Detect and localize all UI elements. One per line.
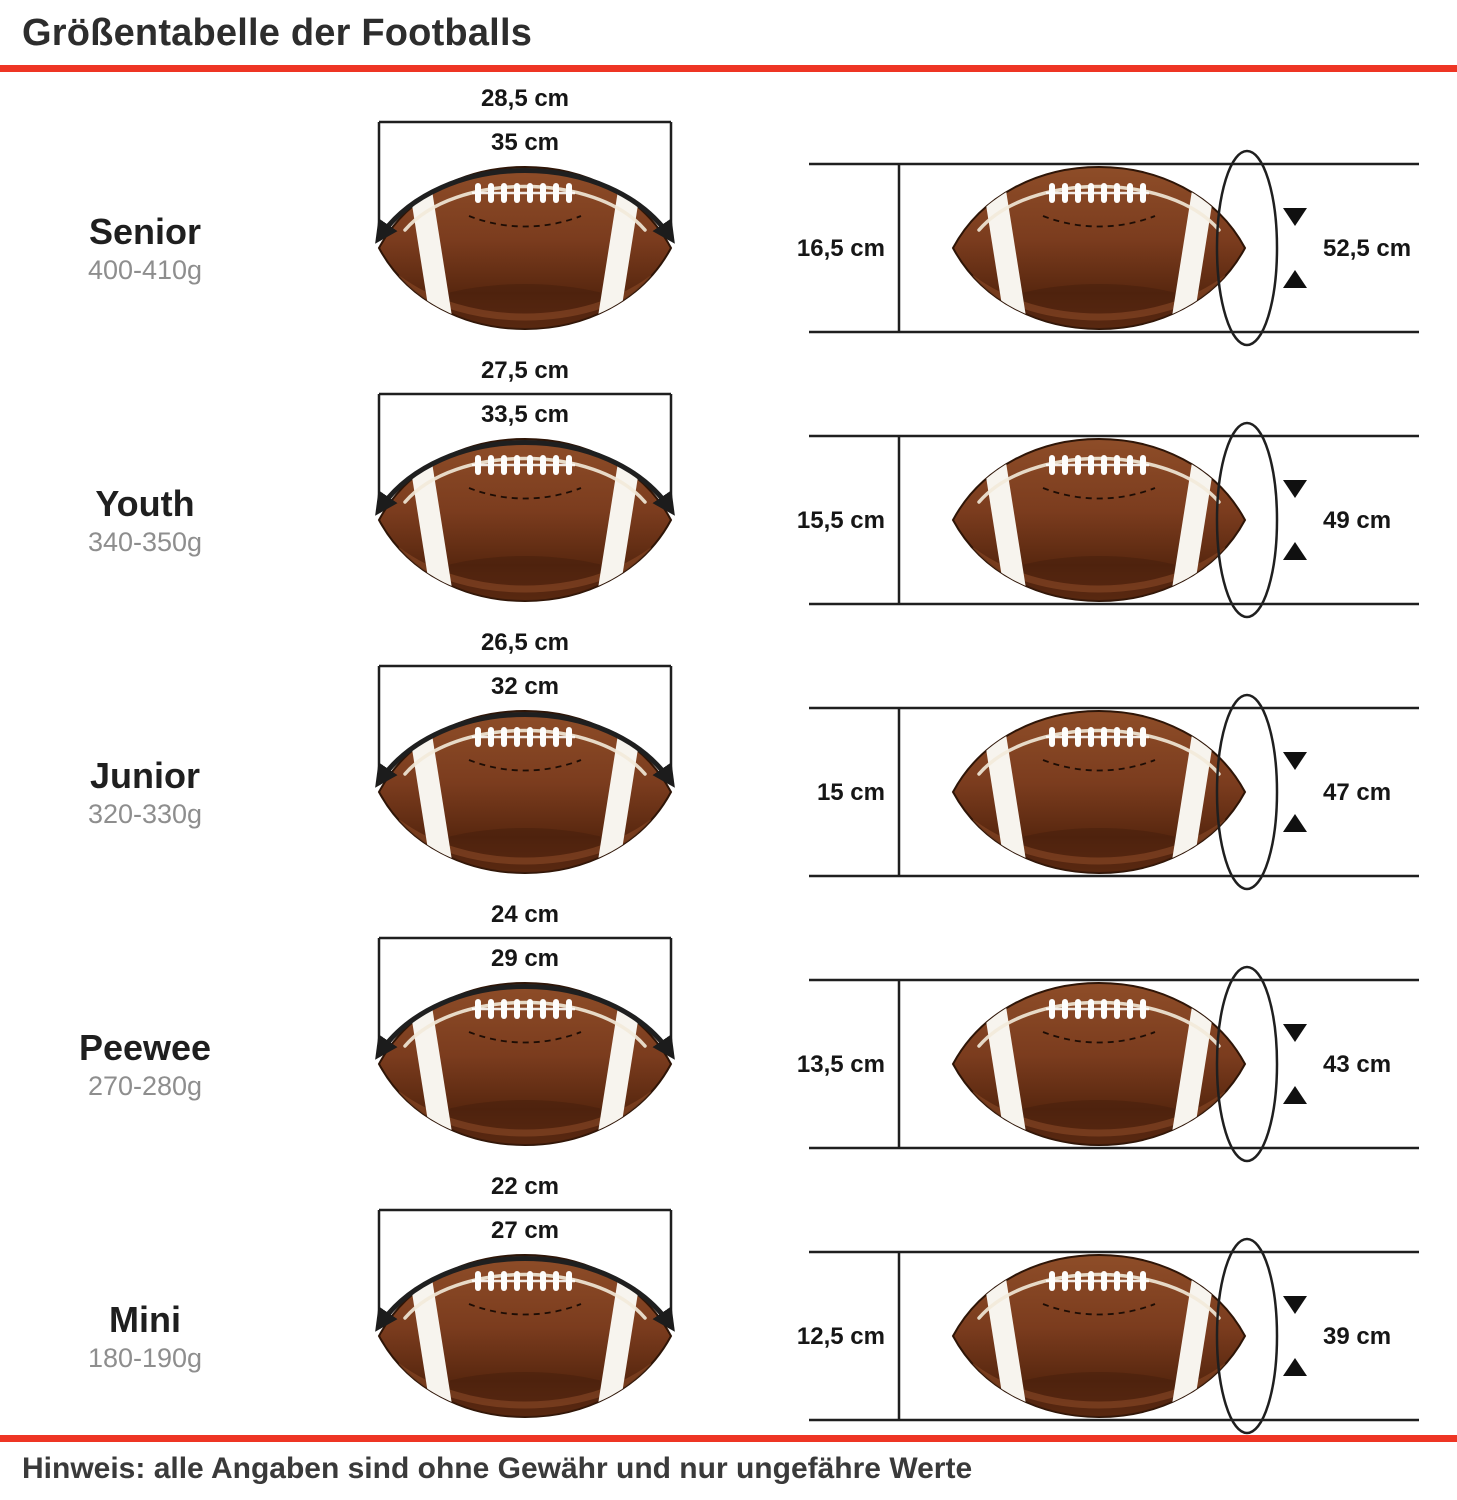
length-diagram: 24 cm 29 cm [290,902,760,1174]
curve-arrow-icon [375,440,675,516]
height-label: 15,5 cm [796,507,884,534]
size-name: Junior [89,754,200,796]
length-dimension-lines [377,120,673,236]
height-label: 16,5 cm [796,235,884,262]
size-label-group: Youth 340-350g [0,358,290,630]
curve-arrow-icon [375,712,675,788]
arrow-down-icon [1282,208,1307,226]
page-header: Größentabelle der Footballs [0,0,1457,65]
girth-diagram: 15 cm 47 cm [760,630,1457,902]
circumference-label: 47 cm [1323,779,1391,806]
straight-length-label: 27,5 cm [481,358,569,384]
height-label: 12,5 cm [796,1323,884,1350]
size-name: Mini [109,1298,181,1340]
curve-length-label: 33,5 cm [481,401,569,428]
size-label-group: Mini 180-190g [0,1174,290,1446]
circumference-ring-icon [1215,149,1278,347]
size-chart: Senior 400-410g 28,5 cm 35 cm 16, [0,72,1457,1446]
length-diagram: 27,5 cm 33,5 cm [290,358,760,630]
size-row-youth: Youth 340-350g 27,5 cm 33,5 cm 15 [0,358,1457,630]
size-row-mini: Mini 180-190g 22 cm 27 cm 12,5 cm [0,1174,1457,1446]
girth-diagram-svg: 15,5 cm 49 cm [796,358,1419,630]
page-title: Größentabelle der Footballs [22,12,533,54]
size-weight: 320-330g [87,798,203,829]
length-diagram-svg: 22 cm 27 cm [355,1174,695,1446]
football-icon [355,692,695,902]
size-weight: 270-280g [87,1070,203,1101]
length-diagram: 28,5 cm 35 cm [290,86,760,358]
circumference-label: 49 cm [1323,507,1391,534]
disclaimer-note: Hinweis: alle Angaben sind ohne Gewähr u… [22,1452,973,1485]
girth-diagram: 12,5 cm 39 cm [760,1174,1457,1446]
girth-diagram: 16,5 cm 52,5 cm [760,86,1457,358]
size-row-senior: Senior 400-410g 28,5 cm 35 cm 16, [0,86,1457,358]
arrow-down-icon [1282,1296,1307,1314]
football-icon [355,964,695,1174]
length-diagram: 22 cm 27 cm [290,1174,760,1446]
curve-length-label: 29 cm [491,945,559,972]
length-dimension-lines [377,392,673,508]
football-icon [355,148,695,358]
curve-arrow-icon [375,984,675,1060]
arrow-up-icon [1282,270,1307,288]
circumference-label: 39 cm [1323,1323,1391,1350]
curve-length-label: 35 cm [491,129,559,156]
curve-arrow-icon [375,168,675,244]
straight-length-label: 22 cm [491,1174,559,1200]
height-label: 15 cm [816,779,884,806]
straight-length-label: 28,5 cm [481,86,569,112]
girth-diagram-svg: 13,5 cm 43 cm [796,902,1419,1174]
curve-arrow-icon [375,1256,675,1332]
length-diagram-svg: 27,5 cm 33,5 cm [355,358,695,630]
length-dimension-lines [377,936,673,1052]
straight-length-label: 24 cm [491,902,559,928]
size-name: Senior [88,210,202,252]
straight-length-label: 26,5 cm [481,630,569,656]
girth-diagram: 15,5 cm 49 cm [760,358,1457,630]
length-diagram-svg: 24 cm 29 cm [355,902,695,1174]
length-dimension-lines [377,1208,673,1324]
size-weight: 180-190g [87,1342,203,1373]
top-divider [0,65,1457,72]
size-name: Youth [95,482,195,524]
size-row-junior: Junior 320-330g 26,5 cm 32 cm 15 [0,630,1457,902]
size-label-group: Junior 320-330g [0,630,290,902]
circumference-label: 52,5 cm [1323,235,1411,262]
arrow-up-icon [1282,542,1307,560]
arrow-down-icon [1282,752,1307,770]
bottom-divider [0,1435,1457,1442]
football-icon [355,420,695,630]
length-diagram-svg: 28,5 cm 35 cm [355,86,695,358]
arrow-up-icon [1282,1086,1307,1104]
curve-length-label: 32 cm [491,673,559,700]
page-footer: Hinweis: alle Angaben sind ohne Gewähr u… [0,1435,1457,1500]
arrow-down-icon [1282,1024,1307,1042]
size-name: Peewee [78,1026,212,1068]
football-icon [355,1236,695,1446]
size-label-group: Senior 400-410g [0,86,290,358]
size-weight: 400-410g [87,254,203,285]
arrow-down-icon [1282,480,1307,498]
circumference-ring-icon [1215,965,1278,1163]
curve-length-label: 27 cm [491,1217,559,1244]
girth-diagram-svg: 12,5 cm 39 cm [796,1174,1419,1446]
circumference-ring-icon [1215,421,1278,619]
arrow-up-icon [1282,814,1307,832]
girth-diagram-svg: 15 cm 47 cm [808,630,1419,902]
size-label-group: Peewee 270-280g [0,902,290,1174]
length-dimension-lines [377,664,673,780]
length-diagram-svg: 26,5 cm 32 cm [355,630,695,902]
circumference-ring-icon [1215,693,1278,891]
size-weight: 340-350g [87,526,203,557]
girth-diagram: 13,5 cm 43 cm [760,902,1457,1174]
length-diagram: 26,5 cm 32 cm [290,630,760,902]
circumference-ring-icon [1215,1237,1278,1435]
height-label: 13,5 cm [796,1051,884,1078]
size-row-peewee: Peewee 270-280g 24 cm 29 cm 13,5 [0,902,1457,1174]
circumference-label: 43 cm [1323,1051,1391,1078]
girth-diagram-svg: 16,5 cm 52,5 cm [796,86,1419,358]
arrow-up-icon [1282,1358,1307,1376]
